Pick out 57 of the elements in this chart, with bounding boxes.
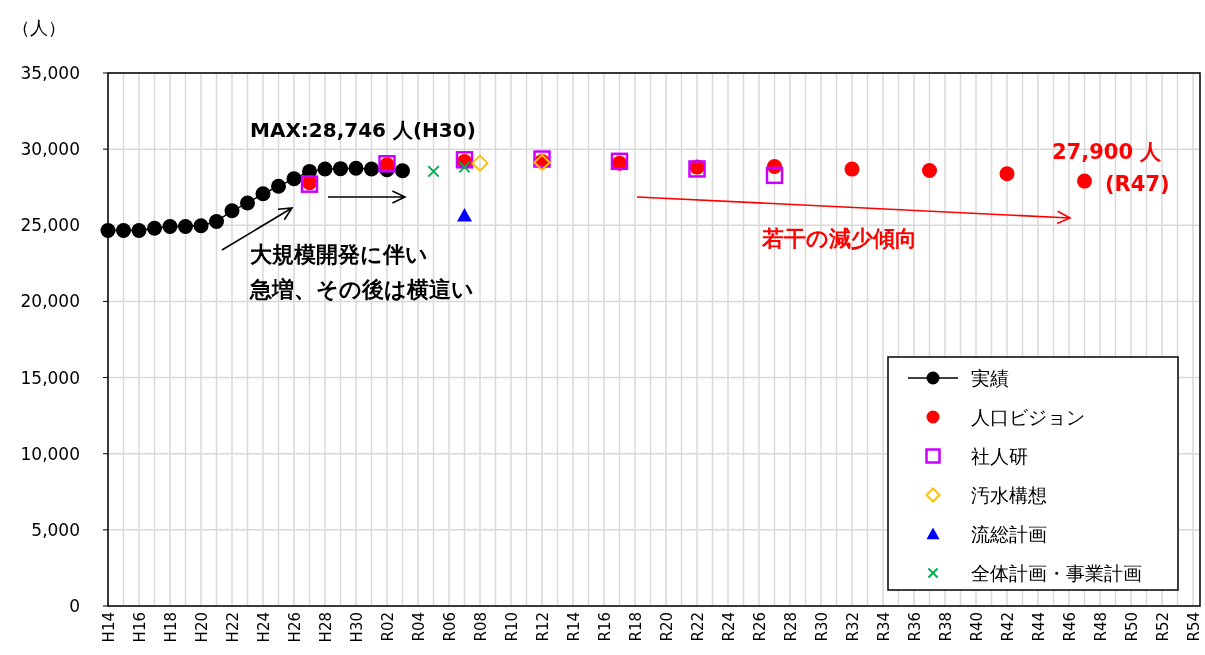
x-tick-label: R38: [937, 612, 955, 642]
y-tick-label: 5,000: [31, 519, 80, 540]
x-tick-label: R24: [720, 612, 738, 642]
annotation: 急増、その後は横這い: [249, 277, 474, 302]
x-tick-label: H22: [224, 612, 242, 643]
y-tick-label: 0: [69, 595, 80, 616]
x-tick-label: R04: [410, 612, 428, 642]
x-tick-label: R46: [1061, 612, 1079, 642]
x-tick-label: R34: [875, 612, 893, 642]
annotation: MAX:28,746 人(H30): [250, 118, 476, 142]
x-tick-label: R42: [999, 612, 1017, 642]
x-tick-label: R54: [1185, 612, 1203, 642]
legend-label: 汚水構想: [971, 483, 1047, 506]
x-tick-label: R02: [379, 612, 397, 642]
annotation: 若干の減少傾向: [761, 226, 917, 251]
annotation: 大規模開発に伴い: [250, 242, 428, 267]
y-tick-label: 10,000: [20, 443, 80, 464]
x-tick-label: R26: [751, 612, 769, 642]
legend-label: 実績: [971, 366, 1009, 389]
x-tick-label: R18: [627, 612, 645, 642]
annotation: 27,900 人: [1052, 140, 1163, 164]
x-tick-label: R28: [782, 612, 800, 642]
x-tick-label: R16: [596, 612, 614, 642]
x-tick-label: R22: [689, 612, 707, 642]
y-tick-label: 15,000: [20, 367, 80, 388]
x-tick-label: R14: [565, 612, 583, 642]
x-tick-label: R50: [1123, 612, 1141, 642]
x-tick-label: R36: [906, 612, 924, 642]
x-tick-label: H14: [100, 612, 118, 643]
x-tick-label: H28: [317, 612, 335, 643]
annotation: (R47): [1105, 172, 1170, 196]
legend-label: 全体計画・事業計画: [971, 561, 1142, 584]
x-tick-label: H26: [286, 612, 304, 643]
legend-label: 流総計画: [971, 522, 1047, 545]
x-tick-label: R48: [1092, 612, 1110, 642]
x-tick-label: R40: [968, 612, 986, 642]
x-tick-label: R32: [844, 612, 862, 642]
y-tick-label: 35,000: [20, 62, 80, 83]
y-axis-title: （人）: [12, 17, 66, 38]
x-tick-label: R10: [503, 612, 521, 642]
x-tick-label: H30: [348, 612, 366, 643]
legend-label: 社人研: [971, 444, 1028, 467]
y-tick-label: 20,000: [20, 291, 80, 312]
x-tick-label: R44: [1030, 612, 1048, 642]
x-tick-label: R12: [534, 612, 552, 642]
x-tick-label: R06: [441, 612, 459, 642]
y-tick-label: 30,000: [20, 139, 80, 160]
legend-label: 人口ビジョン: [971, 405, 1085, 428]
x-tick-label: R52: [1154, 612, 1172, 642]
y-tick-label: 25,000: [20, 215, 80, 236]
x-tick-label: H16: [131, 612, 149, 643]
x-tick-label: H24: [255, 612, 273, 643]
x-tick-label: R30: [813, 612, 831, 642]
x-tick-label: H20: [193, 612, 211, 643]
x-tick-label: R20: [658, 612, 676, 642]
x-tick-label: R08: [472, 612, 490, 642]
x-tick-label: H18: [162, 612, 180, 643]
